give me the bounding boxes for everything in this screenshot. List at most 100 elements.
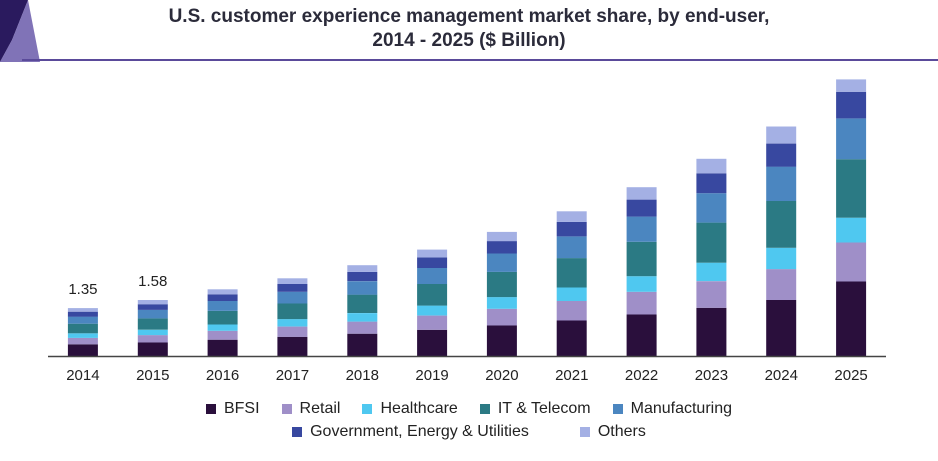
legend-label-healthcare: Healthcare bbox=[380, 399, 458, 417]
corner-dark-shape bbox=[0, 0, 28, 62]
x-tick-label-2014: 2014 bbox=[66, 367, 99, 384]
data-label-2014: 1.35 bbox=[68, 281, 97, 298]
bar-segment-it-telecom-2024 bbox=[766, 201, 797, 248]
bar-segment-it-telecom-2018 bbox=[347, 294, 378, 313]
bar-segment-others-2016 bbox=[207, 289, 238, 295]
bar-segment-manufacturing-2017 bbox=[277, 291, 308, 304]
bar-segment-healthcare-2020 bbox=[486, 297, 517, 309]
legend-item-government-energy-utilities: Government, Energy & Utilities bbox=[292, 423, 529, 441]
legend-label-others: Others bbox=[597, 422, 646, 440]
legend-item-healthcare: Healthcare bbox=[362, 399, 458, 418]
legend-label-government-energy-utilities: Government, Energy & Utilities bbox=[310, 422, 529, 440]
bar-segment-government-energy-utilities-2016 bbox=[207, 294, 238, 301]
bar-segment-others-2025 bbox=[836, 79, 867, 92]
bar-segment-retail-2019 bbox=[417, 315, 448, 330]
bar-segment-retail-2025 bbox=[836, 242, 867, 282]
chart-legend: BFSI Retail Healthcare IT & Telecom Manufact… bbox=[0, 397, 938, 443]
bar-segment-bfsi-2014 bbox=[67, 344, 98, 356]
bar-segment-retail-2021 bbox=[556, 301, 587, 321]
bar-segment-manufacturing-2019 bbox=[417, 268, 448, 284]
x-tick-label-2017: 2017 bbox=[276, 367, 309, 384]
bar-segment-government-energy-utilities-2015 bbox=[137, 304, 168, 310]
bar-segment-manufacturing-2018 bbox=[347, 281, 378, 295]
bar-segment-bfsi-2018 bbox=[347, 333, 378, 356]
chart-subtitle-line: 2014 - 2025 ($ Billion) bbox=[372, 30, 566, 51]
bar-segment-bfsi-2019 bbox=[417, 329, 448, 356]
bar-segment-manufacturing-2022 bbox=[626, 216, 657, 242]
legend-row-1: BFSI Retail Healthcare IT & Telecom Manufact… bbox=[0, 397, 938, 420]
bar-segment-manufacturing-2016 bbox=[207, 301, 238, 311]
bar-segment-it-telecom-2016 bbox=[207, 311, 238, 325]
bar-segment-healthcare-2021 bbox=[556, 287, 587, 301]
bar-segment-retail-2014 bbox=[67, 337, 98, 345]
x-tick-label-2019: 2019 bbox=[415, 367, 448, 384]
bar-segment-government-energy-utilities-2014 bbox=[67, 311, 98, 317]
bar-segment-government-energy-utilities-2019 bbox=[417, 257, 448, 268]
bar-segment-others-2023 bbox=[696, 158, 727, 174]
bar-segment-retail-2018 bbox=[347, 321, 378, 334]
bar-segment-others-2021 bbox=[556, 211, 587, 222]
legend-item-bfsi: BFSI bbox=[205, 399, 260, 418]
bar-segment-retail-2015 bbox=[137, 335, 168, 343]
x-tick-label-2024: 2024 bbox=[765, 367, 798, 384]
bar-segment-government-energy-utilities-2018 bbox=[347, 271, 378, 282]
bar-segment-others-2014 bbox=[67, 308, 98, 312]
legend-swatch-manufacturing bbox=[612, 403, 623, 414]
data-label-2015: 1.58 bbox=[138, 273, 167, 290]
bar-segment-bfsi-2024 bbox=[766, 300, 797, 356]
legend-item-it-telecom: IT & Telecom bbox=[479, 399, 591, 418]
x-tick-label-2022: 2022 bbox=[625, 367, 658, 384]
x-tick-label-2015: 2015 bbox=[136, 367, 169, 384]
bar-segment-government-energy-utilities-2022 bbox=[626, 199, 657, 217]
legend-item-others: Others bbox=[579, 422, 646, 441]
legend-swatch-healthcare bbox=[362, 403, 373, 414]
bar-segment-healthcare-2025 bbox=[836, 217, 867, 243]
bar-segment-it-telecom-2017 bbox=[277, 303, 308, 320]
bar-segment-manufacturing-2014 bbox=[67, 316, 98, 324]
bar-segment-bfsi-2021 bbox=[556, 320, 587, 356]
bar-segment-healthcare-2014 bbox=[67, 333, 98, 338]
bar-segment-others-2022 bbox=[626, 187, 657, 200]
bar-segment-manufacturing-2021 bbox=[556, 236, 587, 259]
bar-segment-government-energy-utilities-2020 bbox=[486, 241, 517, 254]
bar-segment-retail-2016 bbox=[207, 330, 238, 340]
x-tick-label-2023: 2023 bbox=[695, 367, 728, 384]
bar-segment-it-telecom-2022 bbox=[626, 241, 657, 277]
bar-area bbox=[67, 79, 867, 356]
legend-label-retail: Retail bbox=[299, 399, 341, 417]
bar-segment-healthcare-2019 bbox=[417, 305, 448, 316]
bar-segment-government-energy-utilities-2023 bbox=[696, 173, 727, 194]
bar-segment-it-telecom-2019 bbox=[417, 284, 448, 306]
legend-label-manufacturing: Manufacturing bbox=[630, 399, 732, 417]
legend-swatch-retail bbox=[281, 403, 292, 414]
legend-swatch-it-telecom bbox=[479, 403, 490, 414]
bar-segment-others-2017 bbox=[277, 278, 308, 284]
bar-segment-it-telecom-2015 bbox=[137, 318, 168, 330]
bar-segment-healthcare-2024 bbox=[766, 247, 797, 270]
bar-segment-healthcare-2022 bbox=[626, 276, 657, 292]
chart-title-line: U.S. customer experience management mark… bbox=[168, 6, 770, 27]
bar-segment-healthcare-2016 bbox=[207, 324, 238, 331]
bar-segment-bfsi-2016 bbox=[207, 339, 238, 356]
legend-item-retail: Retail bbox=[281, 399, 341, 418]
bar-segment-others-2015 bbox=[137, 300, 168, 305]
stacked-bar-chart: 2014 2015 2016 2017 2018 2019 2020 2021 2022 2023… bbox=[48, 79, 886, 384]
legend-label-bfsi: BFSI bbox=[223, 399, 260, 417]
bar-segment-manufacturing-2025 bbox=[836, 118, 867, 160]
legend-swatch-others bbox=[579, 426, 590, 437]
bar-segment-healthcare-2017 bbox=[277, 319, 308, 327]
bar-segment-retail-2024 bbox=[766, 269, 797, 300]
legend-label-it-telecom: IT & Telecom bbox=[497, 399, 591, 417]
legend-swatch-government-energy-utilities bbox=[292, 426, 303, 437]
x-tick-label-2020: 2020 bbox=[485, 367, 518, 384]
bar-segment-government-energy-utilities-2017 bbox=[277, 284, 308, 292]
bar-segment-others-2018 bbox=[347, 265, 378, 272]
x-tick-label-2021: 2021 bbox=[555, 367, 588, 384]
bar-segment-others-2024 bbox=[766, 126, 797, 144]
bar-segment-it-telecom-2021 bbox=[556, 258, 587, 288]
bar-segment-bfsi-2015 bbox=[137, 342, 168, 356]
bar-segment-retail-2023 bbox=[696, 281, 727, 308]
title-divider bbox=[22, 59, 938, 61]
bar-segment-it-telecom-2020 bbox=[486, 271, 517, 298]
legend-row-2: Government, Energy & Utilities Others bbox=[0, 420, 938, 443]
